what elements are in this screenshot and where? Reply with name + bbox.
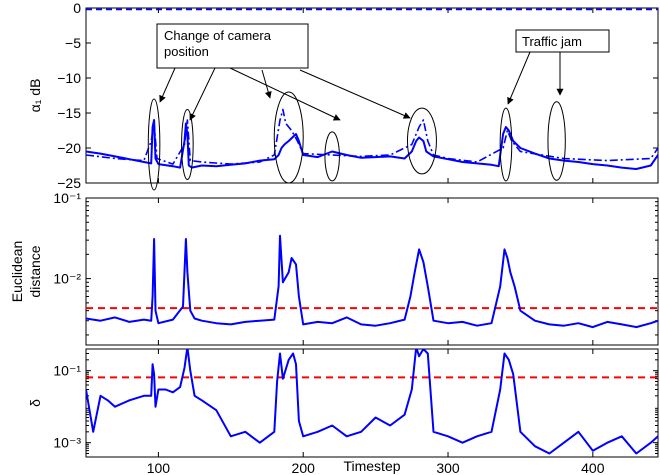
axes-frame <box>85 348 659 458</box>
highlight-ellipse <box>147 98 161 191</box>
highlight-ellipse <box>406 107 437 175</box>
panel-euclidean-distance: 10⁻¹ 10⁻² Euclidean distance <box>9 190 659 346</box>
x-tick-label: 100 <box>147 460 171 475</box>
annotation-arrow <box>189 67 216 121</box>
y-axis-label: distance <box>27 245 43 297</box>
y-tick-label: −10 <box>57 70 81 86</box>
annotation-label-box <box>515 29 610 53</box>
highlight-ellipse <box>324 131 340 182</box>
plot-area <box>86 8 658 170</box>
highlight-ellipse <box>547 101 566 181</box>
y-tick-label: −15 <box>57 105 81 121</box>
y-tick-label: 10⁻¹ <box>53 190 81 206</box>
highlight-ellipse <box>181 109 194 180</box>
annotation-arrow <box>261 69 272 99</box>
highlight-ellipse <box>499 107 513 182</box>
annotation-arrow <box>299 69 411 119</box>
series-line <box>86 119 658 170</box>
y-tick-label: 10⁻² <box>53 271 81 287</box>
x-tick-label: 300 <box>436 460 460 475</box>
annotation-arrow <box>229 67 341 121</box>
x-axis-label: Timestep <box>343 458 400 474</box>
panel-delta: 100 200 300 400 10⁻¹ 10⁻³ δ Timestep <box>27 348 659 475</box>
annotation-arrow <box>507 51 531 105</box>
y-tick-label: 10⁻¹ <box>53 363 81 379</box>
y-axis-label: δ <box>27 399 43 407</box>
y-tick-label: 0 <box>73 0 81 16</box>
annotation-label-text: Change of camera <box>164 28 272 43</box>
y-tick-label: 10⁻³ <box>53 435 81 451</box>
y-axis-label: Euclidean <box>9 241 25 303</box>
x-tick-label: 200 <box>292 460 316 475</box>
series-line <box>86 108 658 165</box>
y-tick-label: −20 <box>57 140 81 156</box>
plot-area <box>86 234 658 329</box>
annotation-label-box <box>156 23 309 69</box>
series-line <box>86 349 658 455</box>
axes-frame <box>85 7 659 184</box>
annotation-label-text: Traffic jam <box>522 34 582 49</box>
annotation-label-text: position <box>164 44 209 59</box>
plot-area <box>86 349 658 455</box>
annotation-arrow <box>159 67 176 103</box>
highlight-ellipse <box>273 91 304 184</box>
series-line <box>86 234 658 329</box>
y-tick-label: −25 <box>57 175 81 191</box>
y-tick-label: −5 <box>65 35 81 51</box>
x-tick-label: 400 <box>581 460 605 475</box>
axes-frame <box>85 197 659 346</box>
y-axis-label: α₁ dB <box>27 79 43 113</box>
